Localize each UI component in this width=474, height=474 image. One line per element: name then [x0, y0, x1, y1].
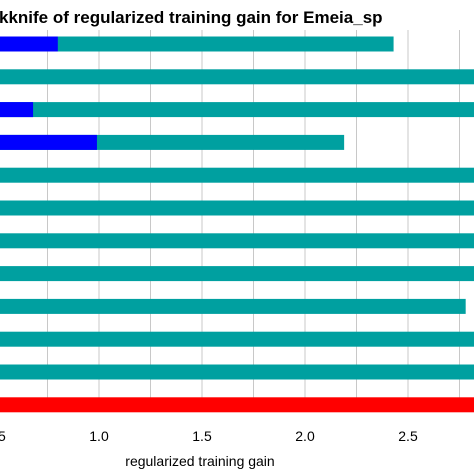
- x-tick-label: 1.0: [89, 428, 109, 444]
- x-tick-label: 1.5: [192, 428, 212, 444]
- bars: [0, 36, 474, 413]
- x-axis-label: regularized training gain: [125, 453, 274, 469]
- bar-only: [0, 36, 58, 52]
- bar-without: [0, 298, 466, 314]
- bar-without: [0, 233, 474, 249]
- bar-only: [0, 134, 97, 150]
- bar-without: [0, 102, 474, 118]
- bar-without: [0, 331, 474, 347]
- bar-without: [0, 266, 474, 282]
- bar-only: [0, 102, 34, 118]
- grid-lines: [47, 30, 460, 412]
- chart-title: kknife of regularized training gain for …: [0, 8, 383, 27]
- bar-without: [0, 200, 474, 216]
- x-tick-labels: .5 1.0 1.5 2.0 2.5: [0, 428, 418, 444]
- x-tick-label: .5: [0, 428, 6, 444]
- bar-without: [0, 69, 474, 85]
- bar-without: [0, 364, 474, 380]
- x-tick-label: 2.0: [295, 428, 315, 444]
- bar-without: [0, 36, 394, 52]
- bar-without: [0, 167, 474, 183]
- bar-all: [0, 397, 474, 413]
- x-tick-label: 2.5: [398, 428, 418, 444]
